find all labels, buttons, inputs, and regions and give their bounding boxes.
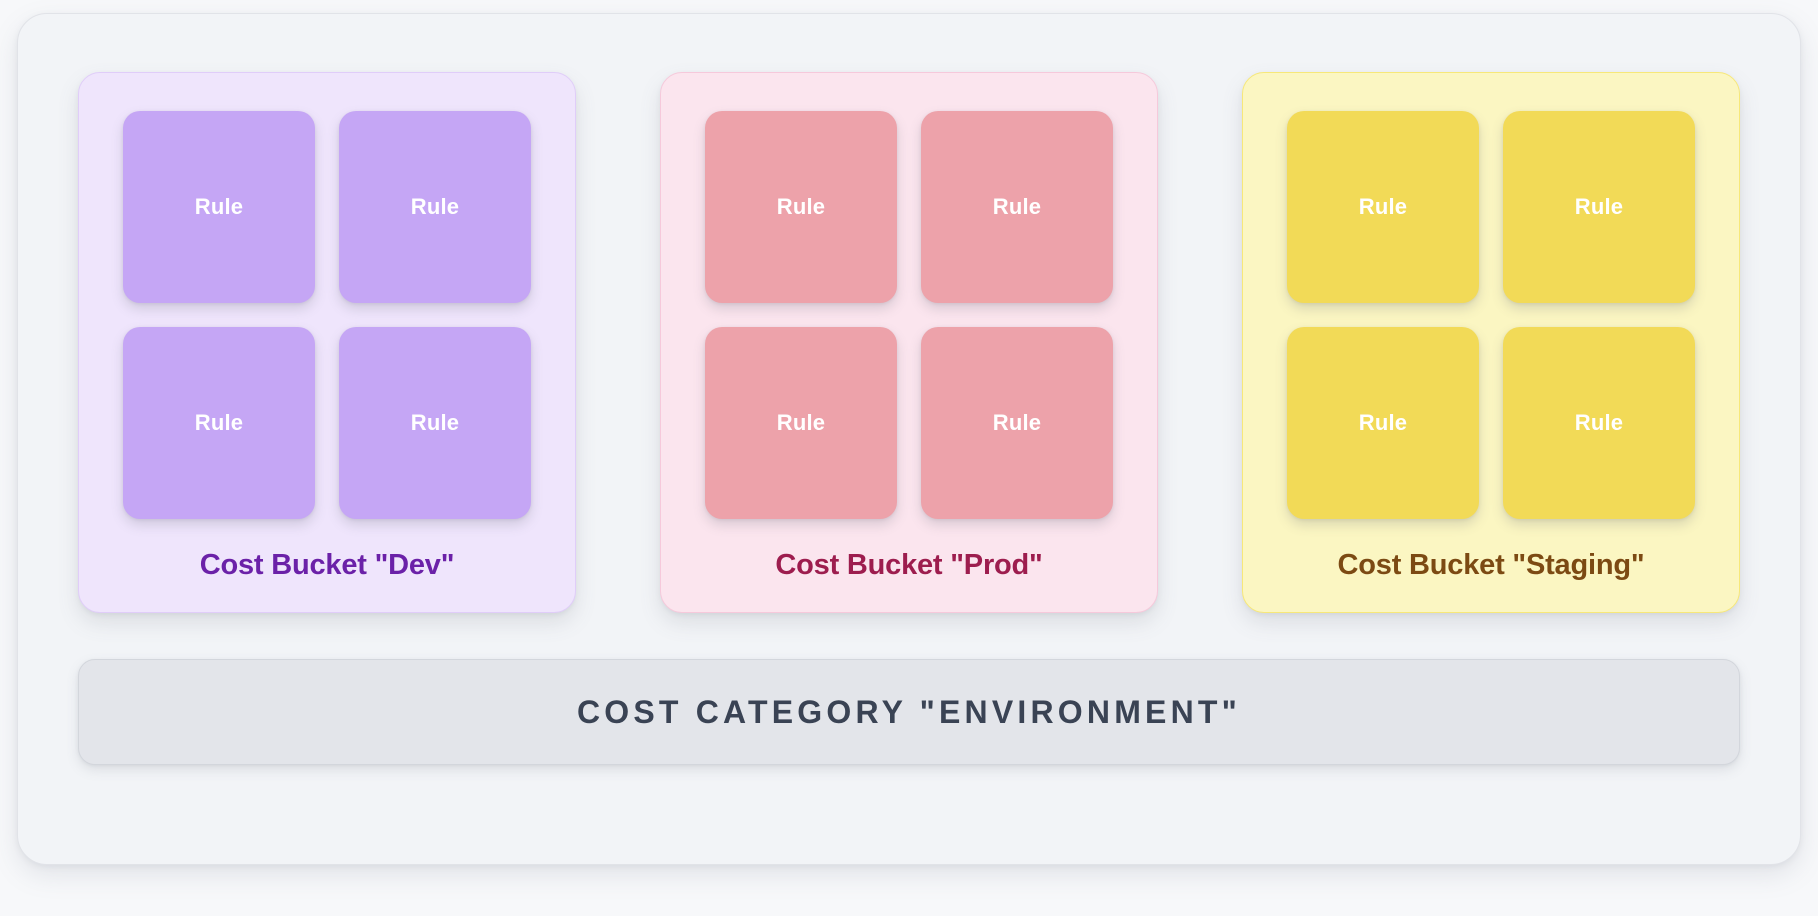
rule-tile[interactable]: Rule xyxy=(705,327,897,519)
rule-tile[interactable]: Rule xyxy=(1503,327,1695,519)
rule-tile[interactable]: Rule xyxy=(1503,111,1695,303)
rules-grid-staging: Rule Rule Rule Rule xyxy=(1287,111,1695,519)
rule-tile[interactable]: Rule xyxy=(123,111,315,303)
rule-tile[interactable]: Rule xyxy=(339,111,531,303)
rule-tile[interactable]: Rule xyxy=(123,327,315,519)
cost-bucket-card-staging[interactable]: Rule Rule Rule Rule Cost Bucket "Staging… xyxy=(1242,72,1740,613)
rule-tile[interactable]: Rule xyxy=(1287,327,1479,519)
rule-tile[interactable]: Rule xyxy=(921,111,1113,303)
cost-bucket-label-dev: Cost Bucket "Dev" xyxy=(199,549,455,581)
cost-bucket-label-staging: Cost Bucket "Staging" xyxy=(1337,549,1645,581)
rules-grid-prod: Rule Rule Rule Rule xyxy=(705,111,1113,519)
rule-tile[interactable]: Rule xyxy=(1287,111,1479,303)
cost-bucket-card-prod[interactable]: Rule Rule Rule Rule Cost Bucket "Prod" xyxy=(660,72,1158,613)
rule-tile[interactable]: Rule xyxy=(339,327,531,519)
cost-bucket-card-dev[interactable]: Rule Rule Rule Rule Cost Bucket "Dev" xyxy=(78,72,576,613)
rules-grid-dev: Rule Rule Rule Rule xyxy=(123,111,531,519)
rule-tile[interactable]: Rule xyxy=(705,111,897,303)
rule-tile[interactable]: Rule xyxy=(921,327,1113,519)
cost-bucket-label-prod: Cost Bucket "Prod" xyxy=(775,549,1043,581)
cost-category-container: Rule Rule Rule Rule Cost Bucket "Dev" Ru… xyxy=(17,13,1801,865)
cost-category-banner[interactable]: COST CATEGORY "ENVIRONMENT" xyxy=(78,659,1740,765)
cost-category-banner-label: COST CATEGORY "ENVIRONMENT" xyxy=(576,693,1242,730)
cost-buckets-row: Rule Rule Rule Rule Cost Bucket "Dev" Ru… xyxy=(78,72,1740,613)
